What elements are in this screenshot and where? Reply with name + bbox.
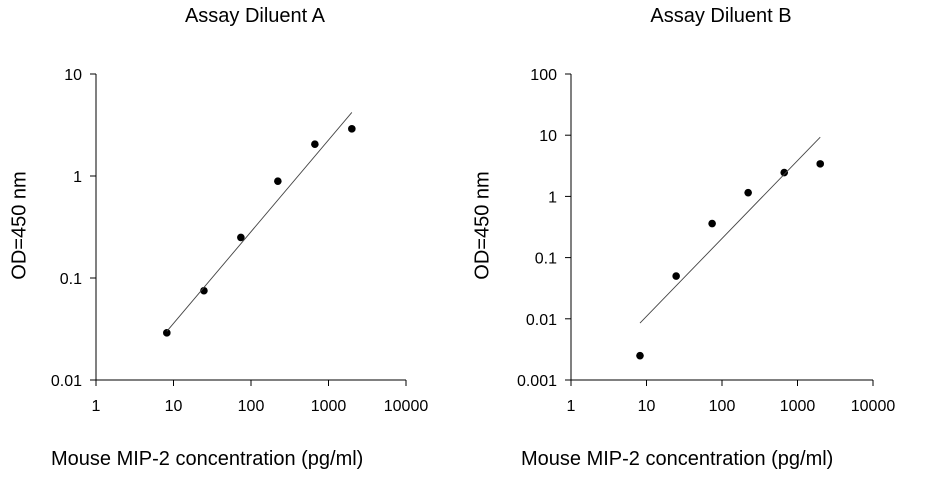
x-tick-label: 1000 [311, 398, 347, 415]
y-tick-label: 0.001 [517, 373, 557, 390]
data-point [780, 168, 789, 177]
data-point [636, 351, 644, 360]
data-point [672, 272, 680, 280]
x-tick-label: 100 [709, 398, 736, 415]
x-tick-label: 100 [238, 398, 265, 415]
x-tick-label: 10000 [851, 398, 896, 415]
data-point [274, 177, 282, 185]
y-tick-label: 0.01 [51, 373, 82, 390]
x-tick-label: 10 [638, 398, 656, 415]
y-tick-label: 0.01 [526, 312, 557, 329]
chart-plot-b: 1 10 100 1000 10000 0.001 0.01 0.1 1 10 100 [517, 67, 896, 415]
x-axis-label: Mouse MIP-2 concentration (pg/ml) [521, 448, 834, 470]
fit-line [639, 136, 821, 324]
chart-title: Assay Diluent A [184, 5, 326, 27]
chart-panel-b: Assay Diluent B OD=450 nm Mouse MIP-2 co… [463, 0, 926, 480]
y-tick-label: 10 [64, 67, 82, 84]
y-tick-label: 10 [539, 128, 557, 145]
data-point [200, 286, 208, 295]
data-point [816, 160, 825, 168]
chart-title: Assay Diluent B [650, 5, 792, 27]
x-axis-label: Mouse MIP-2 concentration (pg/ml) [51, 448, 364, 470]
data-point [163, 329, 171, 337]
data-point [708, 219, 716, 228]
y-tick-label: 100 [530, 67, 557, 84]
y-tick-label: 0.1 [60, 271, 82, 288]
x-tick-label: 10 [165, 398, 183, 415]
y-tick-label: 1 [548, 189, 557, 206]
x-tick-label: 1 [92, 398, 101, 415]
x-tick-label: 1 [567, 398, 576, 415]
y-tick-label: 1 [73, 169, 82, 186]
fit-line [166, 112, 353, 332]
chart-panel-a: Assay Diluent A OD=450 nm Mouse MIP-2 co… [9, 5, 429, 470]
data-point [311, 140, 319, 149]
x-tick-label: 10000 [384, 398, 429, 415]
y-tick-label: 0.1 [535, 251, 557, 268]
data-point [237, 233, 245, 242]
data-point [744, 188, 752, 197]
chart-plot-a: 1 10 100 1000 10000 0.01 0.1 1 10 [51, 67, 429, 415]
data-point [348, 125, 356, 133]
x-tick-label: 1000 [780, 398, 816, 415]
